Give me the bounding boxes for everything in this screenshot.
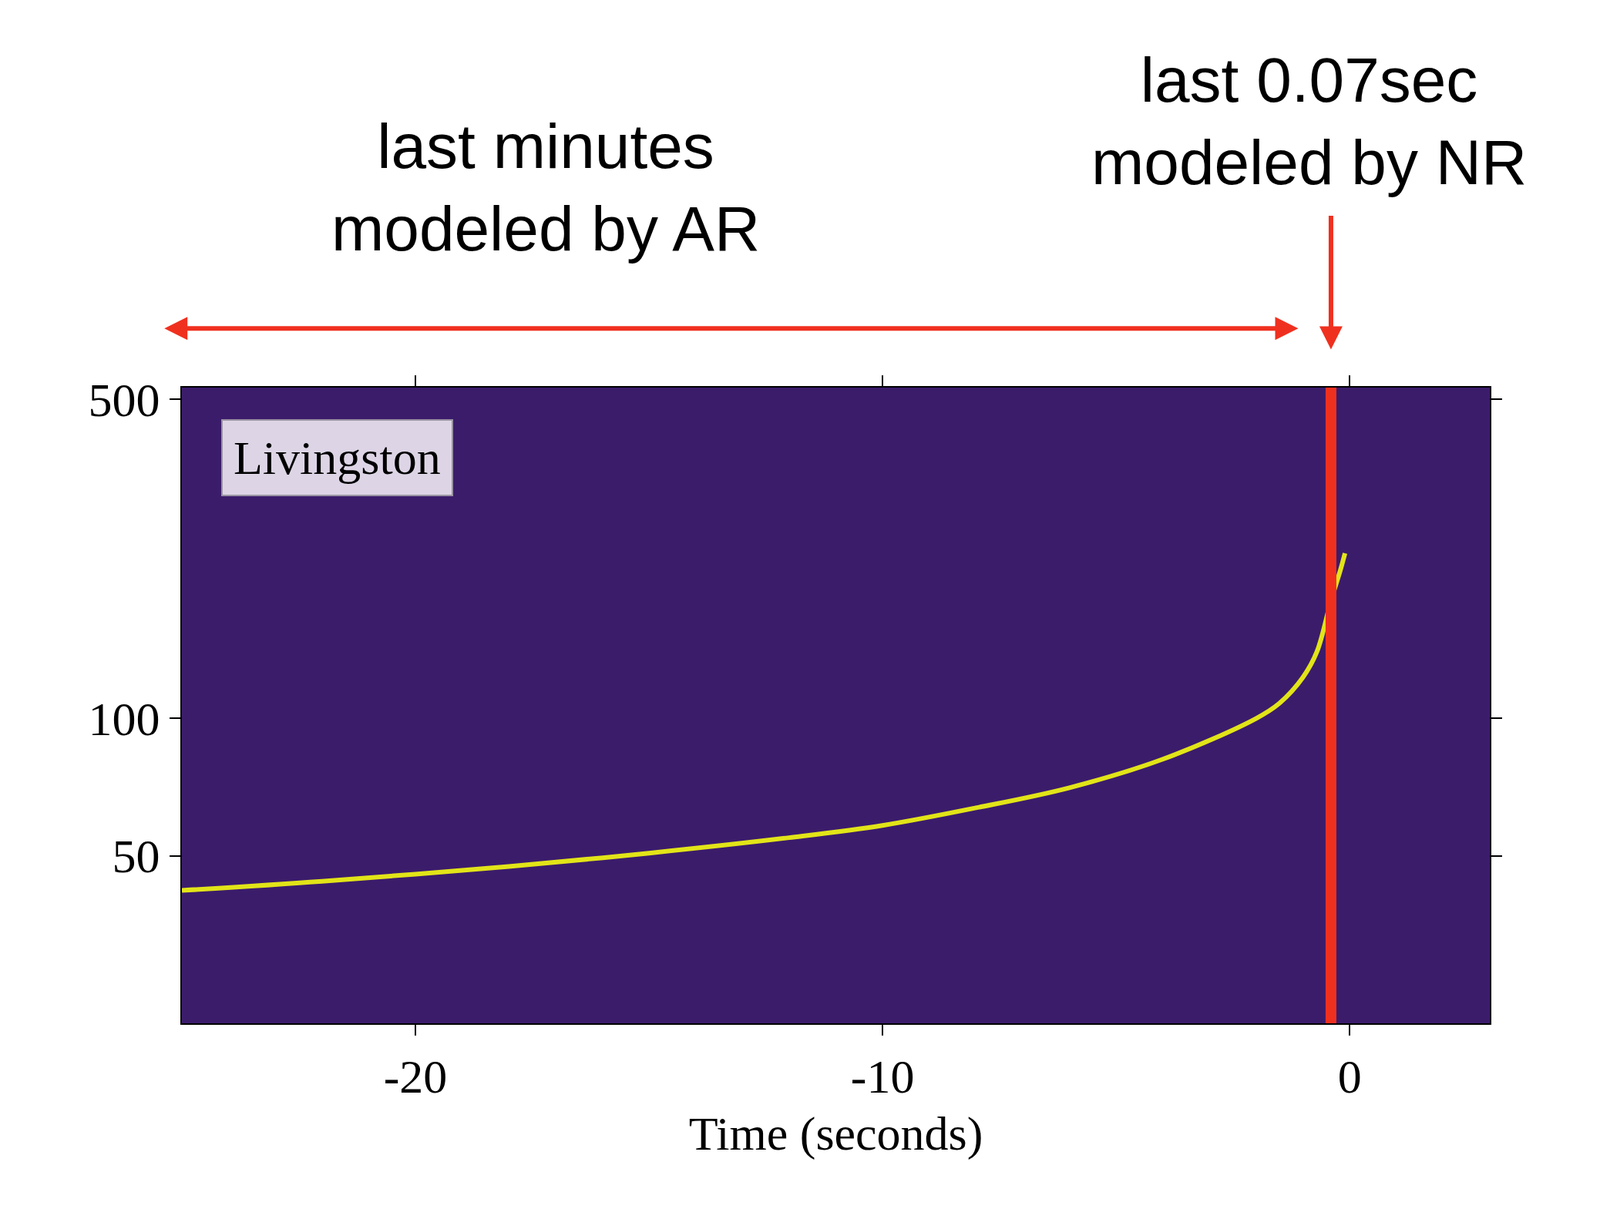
svg-text:-20: -20 (383, 1050, 448, 1103)
svg-text:0: 0 (1337, 1050, 1362, 1103)
svg-text:-10: -10 (850, 1050, 915, 1103)
svg-text:100: 100 (88, 692, 161, 746)
svg-text:last 0.07secmodeled by NR: last 0.07secmodeled by NR (1091, 44, 1527, 198)
svg-text:last minutesmodeled by AR: last minutesmodeled by AR (331, 110, 760, 264)
svg-text:Livingston: Livingston (233, 431, 441, 485)
svg-text:500: 500 (88, 373, 161, 427)
svg-text:Time (seconds): Time (seconds) (689, 1107, 984, 1161)
svg-text:50: 50 (112, 830, 161, 883)
